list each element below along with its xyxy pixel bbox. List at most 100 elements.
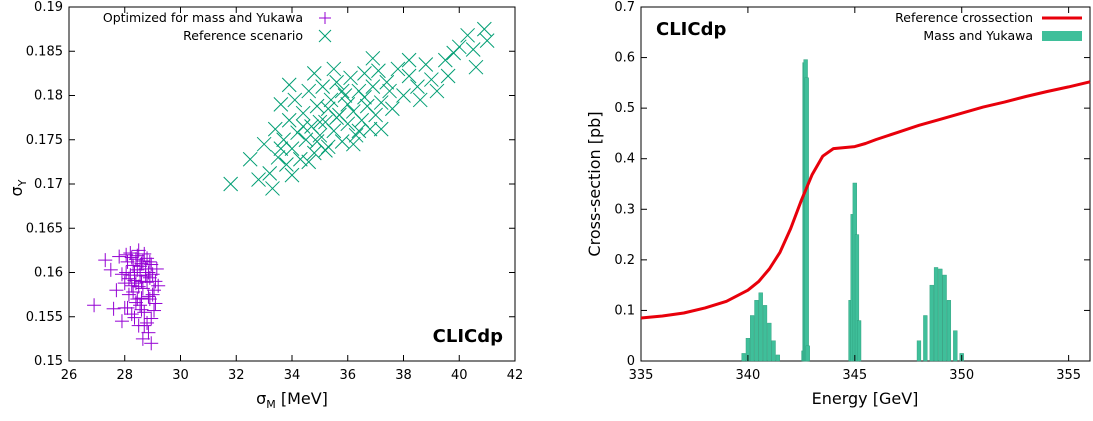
optimized-point: [140, 251, 155, 266]
reference-point: [315, 79, 331, 95]
legend-label-mass-yukawa: Mass and Yukawa: [923, 28, 1033, 43]
left-ticks: 26 28 30 32 34 36 38 40 42 0.15 0.155 0.16 0.165 0.17…: [26, 0, 523, 383]
right-ylabel: Cross-section [pb]: [585, 111, 604, 256]
left-xtick-label: 40: [451, 368, 468, 383]
left-points: [87, 21, 495, 351]
reference-point: [412, 92, 428, 108]
reference-point: [320, 139, 336, 155]
right-ytick-label: 0.1: [614, 303, 635, 318]
optimized-point: [117, 300, 132, 315]
right-xtick-label: 335: [629, 368, 654, 383]
optimized-point: [106, 301, 121, 316]
reference-point: [273, 96, 289, 112]
reference-point: [267, 121, 283, 137]
left-xtick-label: 30: [172, 368, 189, 383]
reference-point: [270, 150, 286, 165]
optimized-point: [135, 331, 150, 346]
optimized-point: [141, 265, 156, 280]
left-xtick-label: 34: [284, 368, 301, 383]
reference-point: [390, 61, 406, 77]
histogram-bar: [750, 315, 755, 362]
left-plot-frame: [68, 6, 516, 362]
reference-point: [429, 83, 445, 99]
histogram-bar: [923, 315, 928, 362]
optimized-point: [98, 253, 113, 268]
histogram-bar: [804, 77, 809, 362]
right-line: [640, 80, 1091, 320]
reference-point: [306, 66, 322, 81]
left-xtick-label: 28: [116, 368, 133, 383]
reference-point: [340, 96, 356, 112]
right-xlabel: Energy [GeV]: [812, 389, 919, 408]
histogram-bar: [938, 268, 943, 362]
right-xtick-label: 345: [842, 368, 867, 383]
reference-point: [437, 52, 453, 68]
reference-point: [284, 167, 300, 183]
histogram-bar: [805, 345, 810, 362]
reference-point: [465, 42, 481, 57]
right-xtick-label: 355: [1056, 368, 1081, 383]
optimized-point: [133, 298, 148, 313]
histogram-bar: [771, 340, 776, 362]
right-xtick-label: 350: [949, 368, 974, 383]
reference-point: [281, 77, 297, 93]
optimized-point: [131, 243, 146, 258]
reference-point: [309, 98, 325, 114]
right-ytick-label: 0: [627, 354, 635, 369]
histogram-bar: [953, 330, 958, 362]
legend-marker-optimized: [319, 12, 331, 24]
left-ytick-label: 0.175: [26, 133, 63, 148]
optimized-point: [137, 305, 152, 320]
reference-point: [468, 59, 484, 75]
left-xlabel: σM [MeV]: [256, 389, 328, 411]
reference-point: [223, 176, 239, 192]
left-xtick-label: 42: [507, 368, 524, 383]
optimized-point: [148, 274, 163, 289]
left-legend: Optimized for mass and Yukawa Reference …: [103, 10, 332, 43]
reference-point: [479, 33, 495, 48]
optimized-point: [128, 276, 143, 291]
histogram-bar: [946, 300, 952, 362]
left-xtick-label: 36: [339, 368, 356, 383]
reference-point: [348, 127, 364, 143]
left-xtick-label: 26: [61, 368, 78, 383]
reference-point: [379, 74, 395, 90]
optimized-point: [134, 256, 149, 271]
histogram-bar: [929, 284, 934, 362]
reference-point: [312, 114, 328, 130]
reference-point: [329, 74, 344, 90]
reference-point: [384, 101, 400, 117]
reference-point: [424, 72, 439, 87]
left-panel-scatter: 26 28 30 32 34 36 38 40 42 0.15 0.155 0.16 0.165 0.17…: [7, 0, 523, 411]
right-clicdp-tag: CLICdp: [656, 19, 726, 40]
reference-point: [242, 151, 258, 167]
optimized-point: [130, 292, 145, 307]
histogram-bar: [741, 353, 746, 362]
optimized-point: [127, 265, 142, 280]
reference-point: [279, 157, 294, 172]
left-ytick-label: 0.18: [34, 89, 63, 104]
reference-point: [345, 136, 361, 152]
histogram-bar: [767, 322, 772, 362]
left-xtick-label: 32: [228, 368, 245, 383]
legend-marker-mass-yukawa: [1042, 31, 1082, 41]
reference-point: [368, 107, 383, 123]
legend-label-reference: Reference scenario: [183, 28, 303, 43]
optimized-point: [133, 259, 148, 274]
reference-point: [343, 70, 358, 86]
left-ylabel: σY: [7, 179, 29, 196]
reference-point: [351, 123, 367, 139]
reference-point: [440, 68, 456, 84]
reference-point: [373, 121, 389, 137]
reference-point: [262, 166, 278, 181]
optimized-point: [126, 284, 141, 299]
left-ytick-label: 0.165: [26, 221, 63, 236]
optimized-point: [119, 247, 134, 262]
right-ytick-label: 0.7: [614, 0, 635, 15]
histogram-bar: [916, 340, 922, 362]
right-ytick-label: 0.4: [614, 152, 635, 167]
optimized-point: [112, 249, 127, 264]
optimized-point: [138, 269, 153, 284]
optimized-point: [147, 303, 162, 318]
